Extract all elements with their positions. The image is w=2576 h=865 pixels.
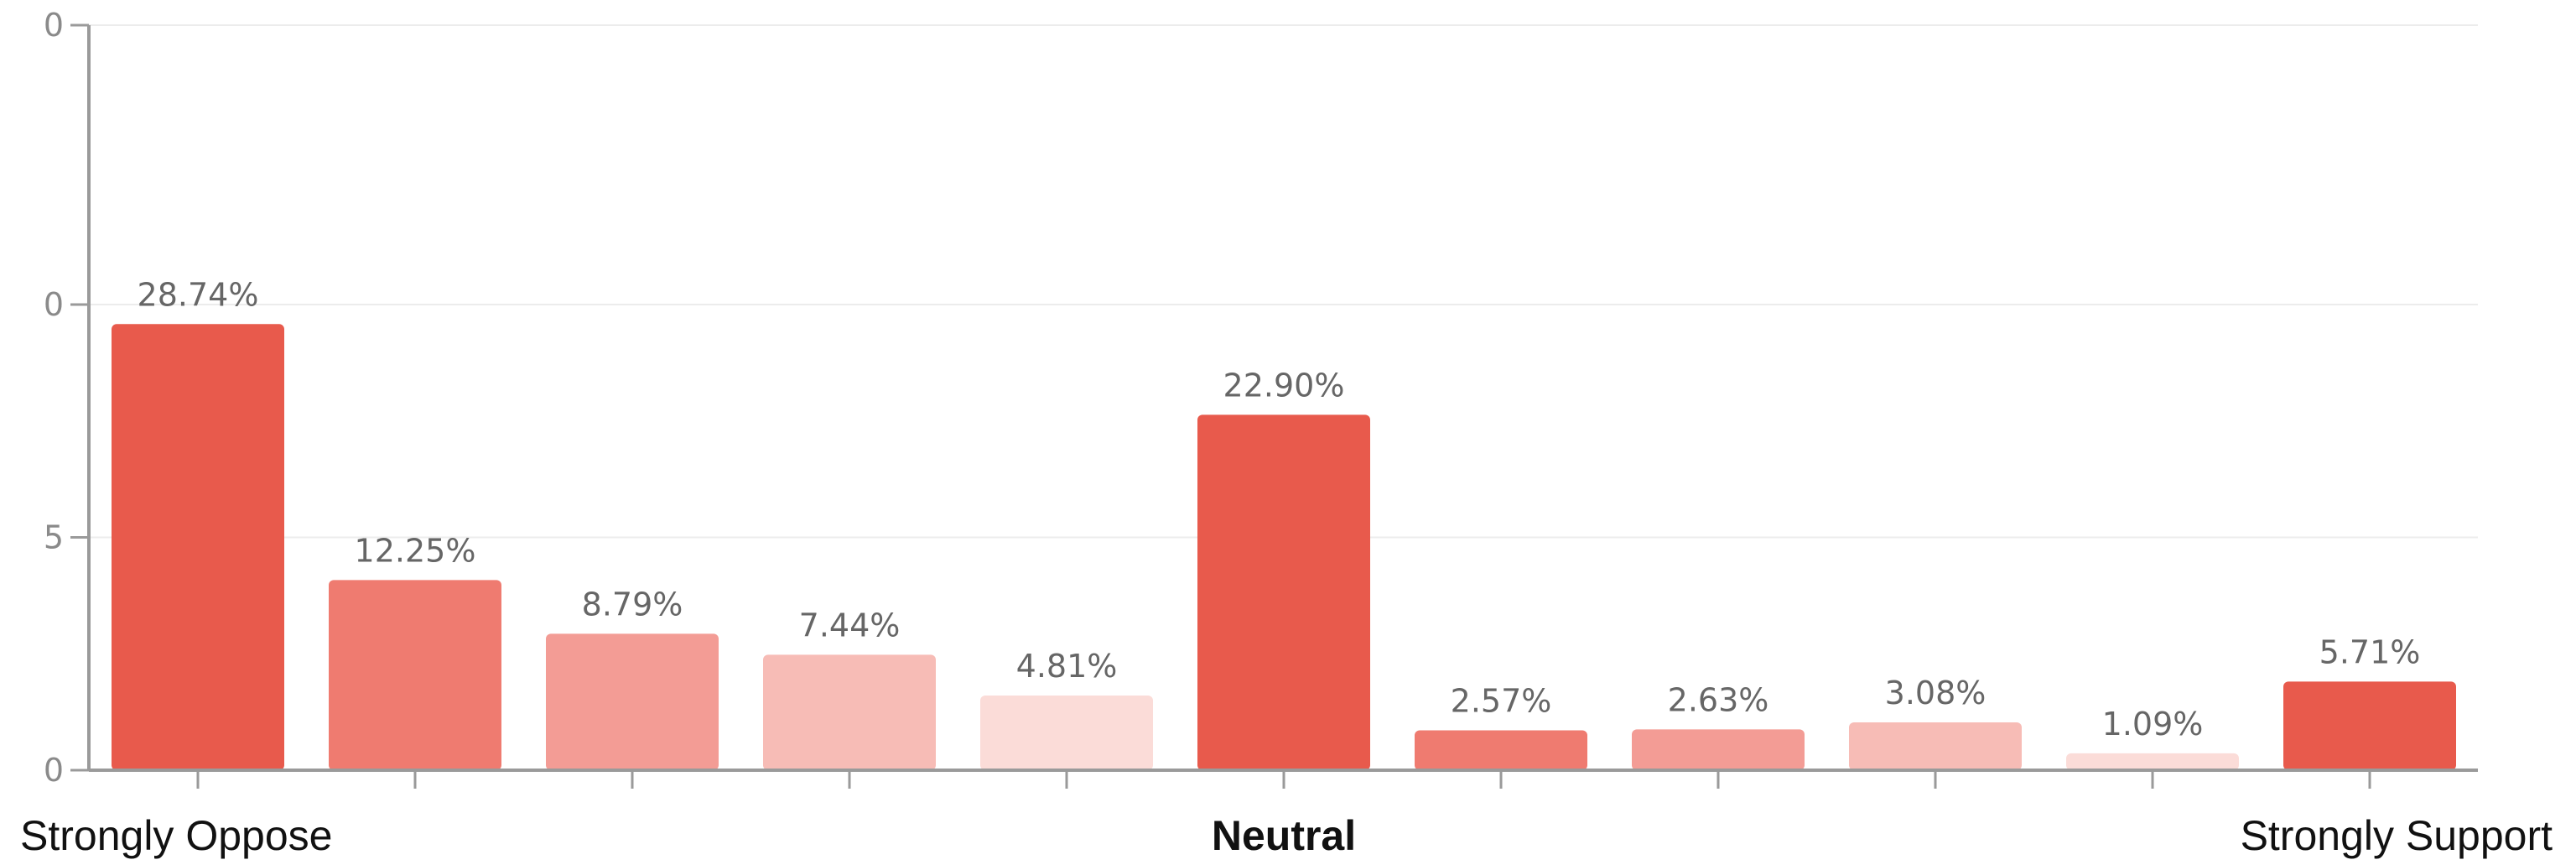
data-label: 4.81%	[1016, 648, 1118, 685]
category-labels: Strongly Oppose Neutral Strongly Support	[20, 812, 2553, 859]
bar	[1632, 729, 1805, 770]
data-label: 2.63%	[1668, 681, 1769, 718]
y-tick-label: 0	[44, 7, 64, 44]
data-label: 5.71%	[2319, 633, 2421, 670]
bar	[1197, 414, 1370, 770]
y-axis: 0 5 0 0	[44, 7, 91, 789]
data-label: 2.57%	[1451, 682, 1552, 719]
y-tick-label: 0	[44, 286, 64, 323]
bar	[329, 580, 501, 770]
bar	[1849, 722, 2022, 770]
y-tick-label: 5	[44, 519, 64, 556]
data-label: 28.74%	[138, 276, 259, 313]
data-label: 12.25%	[355, 532, 476, 569]
data-label: 22.90%	[1223, 367, 1345, 404]
bar	[546, 633, 719, 770]
bar	[2066, 753, 2239, 770]
bars	[112, 324, 2456, 770]
data-label: 1.09%	[2102, 706, 2204, 743]
bar	[763, 654, 936, 770]
category-label: Strongly Oppose	[20, 812, 332, 859]
data-label: 7.44%	[799, 607, 901, 644]
category-label: Neutral	[1212, 812, 1356, 859]
bar	[980, 696, 1153, 770]
bar	[1415, 730, 1587, 770]
bar	[2283, 681, 2456, 770]
data-label: 3.08%	[1885, 675, 1987, 711]
category-label: Strongly Support	[2241, 812, 2553, 859]
bar	[112, 324, 284, 770]
x-axis	[89, 769, 2478, 789]
y-tick-label: 0	[44, 752, 64, 789]
data-label: 8.79%	[582, 586, 683, 623]
data-labels: 28.74% 12.25% 8.79% 7.44% 4.81% 22.90% 2.57% 2.…	[138, 276, 2421, 743]
